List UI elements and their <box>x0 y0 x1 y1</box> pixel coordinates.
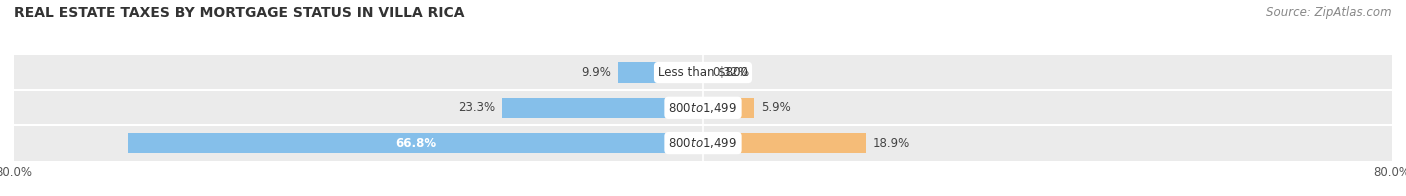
Text: REAL ESTATE TAXES BY MORTGAGE STATUS IN VILLA RICA: REAL ESTATE TAXES BY MORTGAGE STATUS IN … <box>14 6 464 20</box>
Bar <box>703 98 754 118</box>
Text: 9.9%: 9.9% <box>581 66 610 79</box>
Bar <box>14 55 1392 90</box>
Bar <box>617 62 703 83</box>
Text: 18.9%: 18.9% <box>873 137 910 150</box>
Bar <box>128 133 703 153</box>
Text: Less than $800: Less than $800 <box>658 66 748 79</box>
Text: 23.3%: 23.3% <box>458 101 495 114</box>
Text: 5.9%: 5.9% <box>761 101 790 114</box>
Bar <box>502 98 703 118</box>
Text: 0.32%: 0.32% <box>713 66 749 79</box>
Text: 66.8%: 66.8% <box>395 137 436 150</box>
Bar <box>703 62 706 83</box>
Text: Source: ZipAtlas.com: Source: ZipAtlas.com <box>1267 6 1392 19</box>
Bar <box>703 133 866 153</box>
Bar <box>14 125 1392 161</box>
Bar <box>14 90 1392 125</box>
Text: $800 to $1,499: $800 to $1,499 <box>668 136 738 150</box>
Text: $800 to $1,499: $800 to $1,499 <box>668 101 738 115</box>
